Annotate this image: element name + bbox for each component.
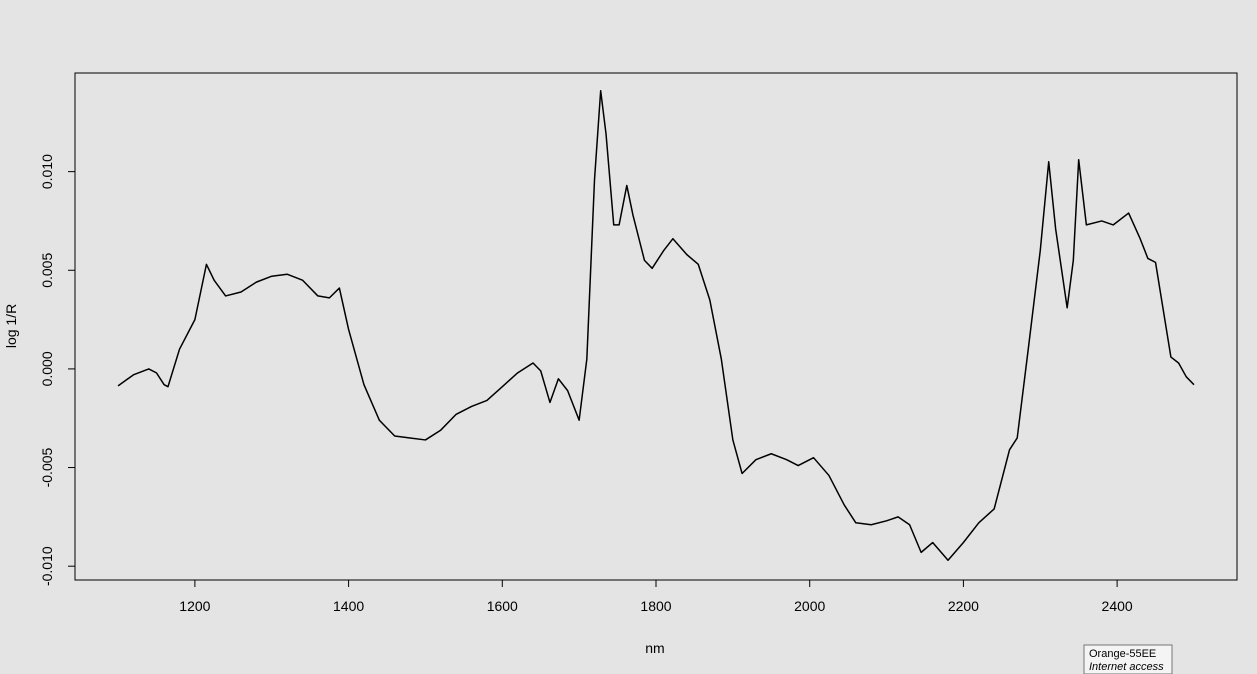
x-tick-label: 1200 <box>179 598 210 614</box>
x-tick-label: 1600 <box>487 598 518 614</box>
x-axis-label: nm <box>645 640 664 656</box>
y-tick-label: -0.010 <box>39 546 55 586</box>
x-tick-label: 2000 <box>794 598 825 614</box>
y-tick-label: -0.005 <box>39 447 55 487</box>
data-line <box>117 90 1195 562</box>
y-tick-label: 0.000 <box>39 351 55 386</box>
x-tick-label: 2200 <box>948 598 979 614</box>
y-axis-label: log 1/R <box>3 304 19 348</box>
x-tick-label: 2400 <box>1102 598 1133 614</box>
tooltip: Orange-55EE Internet access <box>1083 644 1173 674</box>
tooltip-subtitle: Internet access <box>1089 661 1164 673</box>
plot-frame <box>74 72 1238 581</box>
tooltip-title: Orange-55EE <box>1089 648 1156 660</box>
y-tick-label: 0.005 <box>39 253 55 288</box>
x-tick-label: 1800 <box>640 598 671 614</box>
tooltip-box <box>1083 644 1173 674</box>
y-tick-label: 0.010 <box>39 154 55 189</box>
x-tick-label: 1400 <box>333 598 364 614</box>
